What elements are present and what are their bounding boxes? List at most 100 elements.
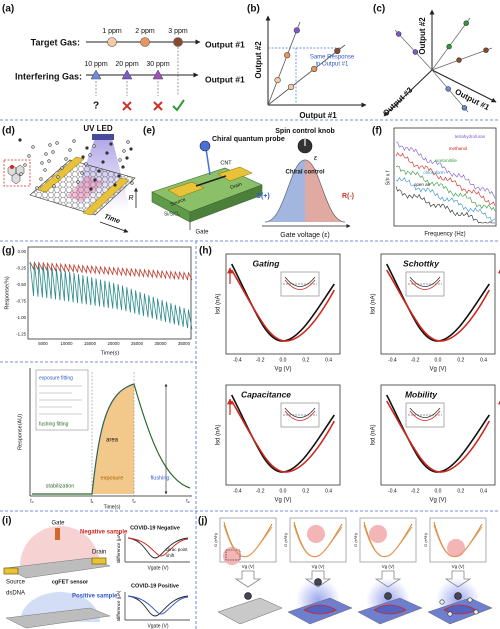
exposed-region — [66, 176, 104, 202]
label: G (e²/h) — [213, 532, 218, 546]
label: area — [106, 438, 119, 444]
label: Gate voltage (ε) — [280, 232, 329, 239]
plot-frame — [359, 517, 417, 563]
gas-molecule — [126, 140, 130, 144]
line — [267, 44, 346, 106]
tick-label: -0.2 — [256, 357, 265, 363]
probe-head — [199, 140, 211, 152]
gate-electrode — [55, 528, 60, 540]
tick-label: t₀ — [30, 498, 33, 504]
noise-spectrum — [395, 152, 496, 206]
label: Time(s) — [104, 504, 121, 510]
label: (j) — [198, 516, 207, 527]
label: Vg (V) — [274, 498, 291, 504]
tick-label: 10000 — [61, 341, 74, 346]
noise-spectrum — [395, 165, 496, 212]
response-point — [274, 76, 281, 84]
label: exposure fitting — [39, 375, 73, 381]
analyte — [384, 592, 392, 600]
dirac-curve — [127, 595, 189, 617]
response-point — [463, 20, 469, 26]
label: 20 ppm — [115, 61, 139, 68]
gas-marker — [140, 37, 150, 47]
label: shift — [166, 553, 175, 558]
fit-curve — [91, 383, 135, 495]
gas-marker — [107, 37, 117, 47]
tick-label: t₃ — [186, 498, 189, 504]
label: (f) — [372, 126, 382, 137]
label: Vg (V) — [312, 564, 325, 569]
gas-molecule — [18, 138, 22, 142]
check-mark — [172, 99, 185, 112]
tick-label: 0.4 — [480, 488, 487, 494]
label: Capacitance — [241, 389, 291, 399]
analyte — [454, 592, 462, 600]
gate-region — [20, 526, 100, 566]
label: Gate — [51, 521, 65, 527]
dirac-curve — [127, 537, 189, 557]
label: UV LED — [83, 124, 113, 133]
response-point — [396, 31, 402, 37]
down-arrow — [234, 570, 262, 588]
gas-molecule — [113, 183, 117, 187]
transfer-curve — [231, 269, 336, 342]
label: Vg (V) — [274, 367, 291, 373]
label: (b) — [247, 4, 260, 15]
response-point — [445, 86, 451, 92]
label: Idifference (μA) — [116, 532, 121, 563]
label: Response(%) — [4, 276, 10, 309]
response-point — [293, 27, 300, 34]
tick-label: -0.75 — [16, 299, 26, 304]
label: Mobility — [405, 389, 438, 399]
tick-label: 0.00 — [18, 249, 27, 254]
label: 10 ppm — [84, 61, 108, 68]
inset-curve — [409, 276, 441, 287]
gas-molecule — [117, 174, 121, 178]
label: flushing — [151, 475, 170, 481]
gas-molecule — [109, 142, 113, 146]
label: cgFET sensor — [52, 579, 89, 585]
gas-molecule — [35, 186, 39, 190]
noise-spectrum — [395, 186, 495, 224]
label: Vg (V) — [429, 498, 446, 504]
graphene-sheet — [29, 159, 136, 216]
gas-molecule — [48, 143, 52, 147]
tick-label: 0.2 — [457, 357, 464, 363]
gas-molecule — [105, 151, 109, 155]
inset-curve — [284, 410, 316, 421]
response-point — [456, 57, 462, 63]
label: Positive sample — [72, 594, 118, 600]
response-point — [412, 49, 419, 55]
atom — [10, 165, 14, 169]
gas-molecule — [130, 181, 134, 185]
label: Frequency (Hz) — [424, 232, 465, 238]
gas-molecule — [43, 168, 47, 172]
gas-molecule — [27, 154, 31, 158]
gas-molecule — [72, 139, 76, 143]
gas-molecule — [56, 175, 60, 179]
plot-frame — [380, 253, 496, 355]
label: Gate — [195, 230, 209, 236]
gas-molecule — [51, 150, 55, 154]
dirac-curve — [127, 595, 189, 615]
label: Chiral control — [285, 170, 324, 176]
label: Vg (V) — [429, 367, 446, 373]
tick-label: t₂ — [132, 498, 135, 504]
analyte — [244, 592, 252, 600]
label: Isd (nA) — [216, 293, 222, 314]
label: Vg (V) — [382, 564, 395, 569]
panel-separators — [0, 119, 500, 629]
label: Same Response — [310, 55, 355, 61]
plot-frame — [380, 384, 496, 486]
tick-label: -1.00 — [16, 315, 26, 320]
response-point — [311, 65, 318, 73]
uv-led — [92, 134, 114, 140]
label: Gating — [253, 258, 281, 268]
gas-molecule — [122, 149, 126, 153]
label: G (e²/h) — [353, 532, 358, 546]
gas-molecule — [55, 141, 59, 145]
line — [431, 17, 471, 71]
label: Isd (nA) — [371, 293, 377, 314]
tick-label: 20000 — [108, 341, 121, 346]
